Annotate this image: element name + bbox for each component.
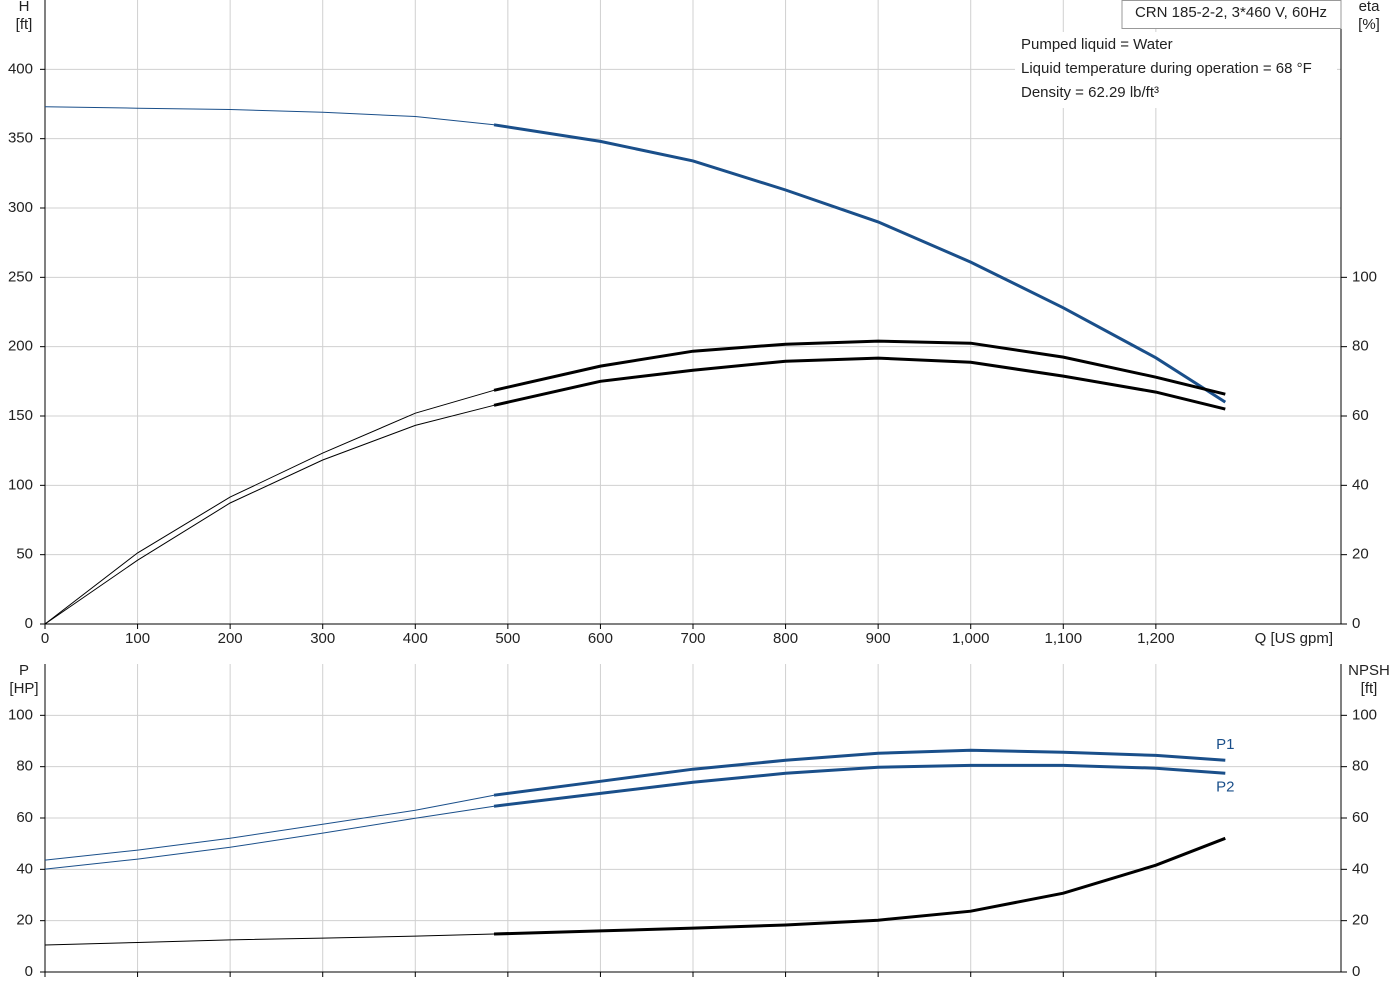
curve [44,805,495,870]
y2-tick-label: 100 [1352,706,1377,723]
series-label: P1 [1216,736,1234,753]
curve [493,123,1227,404]
y-tick-label: 40 [16,860,33,877]
y2-axis-label: [%] [1358,16,1380,33]
x-tick-label: 500 [495,630,520,647]
x-tick-label: 800 [773,630,798,647]
y2-tick-label: 20 [1352,546,1369,563]
curve [493,748,1226,797]
x-tick-label: 0 [41,630,49,647]
title-box [1121,0,1342,29]
x-tick-label: 700 [680,630,705,647]
y-tick-label: 50 [16,546,33,563]
annotation: Pumped liquid = Water [1021,36,1173,53]
curve [493,339,1226,396]
y-tick-label: 0 [25,963,33,980]
y-tick-label: 100 [8,476,33,493]
chart-title: CRN 185-2-2, 3*460 V, 60Hz [1135,4,1327,21]
y2-tick-label: 100 [1352,268,1377,285]
y2-tick-label: 80 [1352,338,1369,355]
y-axis-label: P [19,662,29,679]
x-tick-label: 100 [125,630,150,647]
y-axis-label: [ft] [16,16,33,33]
annotation: Liquid temperature during operation = 68… [1021,60,1312,77]
curve [493,836,1226,936]
x-tick-label: 200 [218,630,243,647]
curve [44,404,495,625]
y-tick-label: 400 [8,60,33,77]
y-tick-label: 20 [16,912,33,929]
y-tick-label: 0 [25,615,33,632]
y-axis-label: H [19,0,30,15]
curve [44,389,495,625]
y2-tick-label: 0 [1352,615,1360,632]
annotation-box [1015,32,1337,108]
annotation: Density = 62.29 lb/ft³ [1021,84,1159,101]
x-tick-label: 900 [866,630,891,647]
curve [493,763,1226,808]
x-tick-label: 1,100 [1045,630,1083,647]
y2-tick-label: 40 [1352,860,1369,877]
y-tick-label: 350 [8,130,33,147]
y2-tick-label: 60 [1352,407,1369,424]
x-axis-label: Q [US gpm] [1255,630,1333,647]
x-tick-label: 300 [310,630,335,647]
curve [493,356,1226,411]
series-label: P2 [1216,778,1234,795]
y-tick-label: 150 [8,407,33,424]
y-tick-label: 300 [8,199,33,216]
y2-axis-label: eta [1359,0,1381,15]
x-tick-label: 1,200 [1137,630,1175,647]
y-tick-label: 100 [8,706,33,723]
y2-tick-label: 40 [1352,476,1369,493]
y2-tick-label: 20 [1352,912,1369,929]
y-axis-label: [HP] [9,680,38,697]
y-tick-label: 80 [16,758,33,775]
y2-tick-label: 60 [1352,809,1369,826]
x-tick-label: 1,000 [952,630,990,647]
y-tick-label: 200 [8,338,33,355]
x-tick-label: 400 [403,630,428,647]
curve [44,794,495,861]
y-tick-label: 250 [8,268,33,285]
y2-axis-label: NPSH [1348,662,1390,679]
y-tick-label: 60 [16,809,33,826]
x-tick-label: 600 [588,630,613,647]
y2-tick-label: 80 [1352,758,1369,775]
y2-tick-label: 0 [1352,963,1360,980]
y2-axis-label: [ft] [1361,680,1378,697]
curve [44,106,495,126]
curve [44,933,495,946]
